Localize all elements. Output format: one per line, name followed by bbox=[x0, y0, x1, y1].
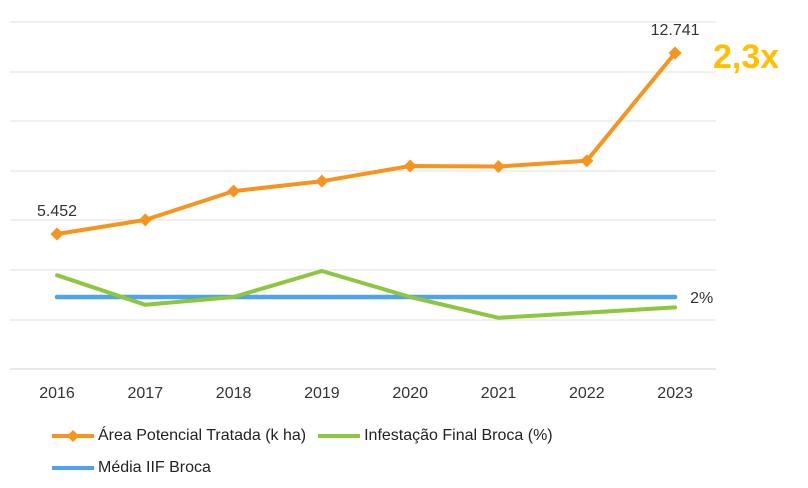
x-tick-label: 2019 bbox=[304, 385, 340, 402]
series-line-0 bbox=[55, 51, 678, 236]
legend-item: Média IIF Broca bbox=[50, 459, 211, 477]
legend-row: Média IIF Broca bbox=[50, 452, 750, 484]
legend-label: Área Potencial Tratada (k ha) bbox=[98, 427, 307, 444]
data-point-marker bbox=[580, 154, 594, 168]
x-tick-label: 2018 bbox=[216, 385, 252, 402]
data-label: 2% bbox=[690, 290, 713, 307]
series-line-1 bbox=[55, 269, 678, 320]
series-lines bbox=[54, 51, 678, 320]
legend-row: Área Potencial Tratada (k ha) Infestação … bbox=[50, 420, 750, 452]
x-tick-label: 2020 bbox=[392, 385, 428, 402]
x-tick-label: 2023 bbox=[657, 385, 693, 402]
legend-swatch bbox=[318, 434, 361, 438]
legend-label: Infestação Final Broca (%) bbox=[364, 427, 553, 444]
x-tick-label: 2021 bbox=[481, 385, 517, 402]
data-point-marker bbox=[50, 227, 64, 241]
legend-item: Infestação Final Broca (%) bbox=[316, 427, 553, 445]
data-point-marker bbox=[668, 46, 682, 60]
legend-swatch bbox=[52, 466, 94, 470]
x-tick-label: 2017 bbox=[128, 385, 164, 402]
data-point-marker bbox=[492, 160, 505, 174]
line-chart: 2016 2017 2018 2019 2020 2021 2022 2023 5.452 12… bbox=[10, 21, 779, 402]
legend: Área Potencial Tratada (k ha) Infestação … bbox=[50, 420, 750, 484]
growth-annotation: 2,3x bbox=[713, 38, 779, 76]
data-labels: 5.452 12.741 2% bbox=[37, 22, 713, 307]
legend-item: Área Potencial Tratada (k ha) bbox=[50, 427, 306, 445]
x-tick-label: 2016 bbox=[39, 385, 75, 402]
data-point-marker bbox=[138, 213, 152, 227]
data-point-marker bbox=[315, 174, 329, 188]
data-point-marker bbox=[403, 159, 417, 173]
data-label: 12.741 bbox=[651, 22, 700, 39]
legend-swatch bbox=[52, 430, 94, 442]
data-point-marker bbox=[227, 184, 241, 198]
x-tick-label: 2022 bbox=[569, 385, 605, 402]
data-label: 5.452 bbox=[37, 203, 77, 220]
x-axis-tick-labels: 2016 2017 2018 2019 2020 2021 2022 2023 bbox=[39, 385, 693, 402]
legend-label: Média IIF Broca bbox=[98, 459, 211, 476]
series-markers bbox=[50, 46, 682, 241]
gridlines bbox=[10, 21, 716, 370]
